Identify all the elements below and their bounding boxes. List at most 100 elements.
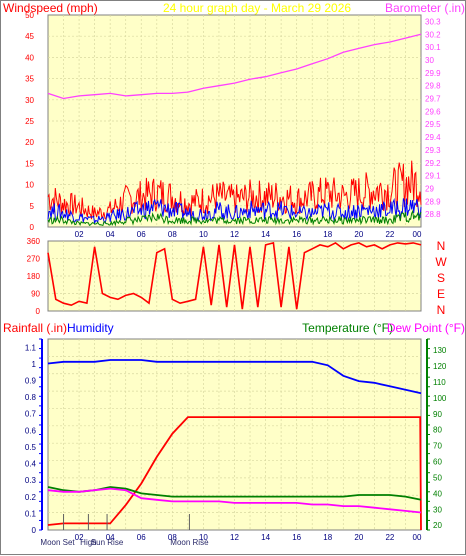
temperature-y-tick: 100	[433, 394, 447, 403]
rainfall-y-tick: 0.7	[25, 410, 37, 419]
compass-e: E	[437, 287, 445, 301]
direction-y-tick: 270	[27, 255, 41, 264]
rain-x-tick: 08	[168, 533, 177, 542]
rain-x-tick: 16	[292, 533, 301, 542]
temperature-axis-label: Temperature (°F)	[302, 321, 393, 335]
wind-x-tick: 22	[385, 230, 394, 239]
barometer-y-tick: 29.1	[425, 172, 441, 181]
temperature-y-tick: 130	[433, 346, 447, 355]
direction-y-tick: 0	[36, 307, 41, 316]
temperature-y-tick: 90	[433, 410, 442, 419]
wind-y-tick: 50	[25, 11, 34, 20]
rainfall-axis-label: Rainfall (.in)	[3, 321, 67, 335]
barometer-y-tick: 28.9	[425, 197, 441, 206]
wind-x-tick: 08	[168, 230, 177, 239]
wind-y-tick: 15	[25, 159, 34, 168]
dewpoint-line	[47, 487, 422, 514]
barometer-y-tick: 30.1	[425, 43, 441, 52]
direction-y-tick: 360	[27, 237, 41, 246]
wind-y-tick: 40	[25, 53, 34, 62]
wind-x-tick: 12	[230, 230, 239, 239]
barometer-y-tick: 30.2	[425, 30, 441, 39]
temperature-y-tick: 110	[433, 378, 446, 387]
barometer-y-tick: 29.4	[425, 133, 441, 142]
dewpoint-axis-label: Dew Point (°F)	[387, 321, 465, 335]
rain-x-tick: 20	[354, 533, 363, 542]
wind-x-tick: 16	[292, 230, 301, 239]
rainfall-y-tick: 0.4	[25, 460, 37, 469]
rainfall-y-tick: 0.6	[25, 426, 37, 435]
rainfall-y-tick: 0.2	[25, 493, 37, 502]
humidity-line	[47, 359, 422, 395]
compass-n-top: N	[437, 239, 446, 253]
rain-x-tick: 00	[413, 533, 422, 542]
rainfall-line	[47, 416, 422, 531]
rainfall-y-tick: 0.1	[25, 509, 37, 518]
event-label: High	[80, 538, 96, 547]
temperature-y-tick: 40	[433, 489, 442, 498]
windspeed-axis-label: Windspeed (mph)	[3, 1, 98, 15]
wind-y-tick: 5	[30, 202, 35, 211]
graph-title: 24 hour graph day - March 29 2026	[163, 1, 351, 15]
rain-x-tick: 14	[261, 533, 270, 542]
barometer-y-tick: 29.2	[425, 159, 441, 168]
windspeed-low-line	[47, 209, 422, 227]
temperature-y-tick: 120	[433, 362, 447, 371]
direction-plot-area	[47, 240, 422, 312]
rain-x-tick: 18	[323, 533, 332, 542]
wind-x-tick: 00	[413, 230, 422, 239]
wind-x-tick: 02	[75, 230, 84, 239]
wind-y-tick: 0	[30, 223, 35, 232]
temperature-y-tick: 60	[433, 458, 442, 467]
rain-x-tick: 06	[137, 533, 146, 542]
wind-y-tick: 30	[25, 96, 34, 105]
compass-s: S	[437, 271, 445, 285]
wind-y-tick: 25	[25, 117, 34, 126]
rain-x-tick: 02	[75, 533, 84, 542]
barometer-line	[47, 33, 422, 100]
compass-w: W	[435, 255, 447, 269]
wind-y-tick: 20	[25, 138, 34, 147]
temperature-y-tick: 70	[433, 442, 442, 451]
windspeed-gust-line	[47, 160, 422, 220]
wind-x-tick: 14	[261, 230, 270, 239]
rain-temp-plot-area	[47, 338, 422, 531]
barometer-axis-label: Barometer (.in)	[385, 1, 465, 15]
rainfall-y-tick: 0.5	[25, 443, 37, 452]
chart-layer: 0510152025303540455028.828.92929.129.229…	[25, 11, 447, 547]
wind-y-tick: 35	[25, 75, 34, 84]
wind-direction-line	[47, 241, 422, 310]
rain-x-tick: 10	[199, 533, 208, 542]
wind-x-tick: 04	[106, 230, 115, 239]
temperature-y-tick: 80	[433, 426, 442, 435]
rainfall-y-tick: 0.8	[25, 393, 37, 402]
barometer-y-tick: 29	[425, 184, 434, 193]
event-label: Moon Rise	[170, 538, 209, 547]
temperature-y-tick: 30	[433, 505, 442, 514]
windspeed-average-line	[47, 197, 422, 225]
barometer-y-tick: 29.6	[425, 107, 441, 116]
event-label: Sun Rise	[91, 538, 124, 547]
direction-y-tick: 90	[31, 290, 40, 299]
direction-y-tick: 180	[27, 272, 41, 281]
rain-x-tick: 12	[230, 533, 239, 542]
barometer-y-tick: 28.8	[425, 210, 441, 219]
barometer-y-tick: 29.9	[425, 69, 441, 78]
wind-x-tick: 20	[354, 230, 363, 239]
wind-x-tick: 06	[137, 230, 146, 239]
temperature-y-tick: 20	[433, 521, 442, 530]
barometer-y-tick: 29.5	[425, 120, 441, 129]
humidity-axis-label: Humidity	[67, 321, 114, 335]
temperature-line	[47, 486, 422, 501]
rain-x-tick: 04	[106, 533, 115, 542]
barometer-y-tick: 29.8	[425, 82, 441, 91]
barometer-y-tick: 29.7	[425, 95, 441, 104]
wind-x-tick: 18	[323, 230, 332, 239]
wind-x-tick: 10	[199, 230, 208, 239]
rainfall-y-tick: 0.9	[25, 377, 37, 386]
rainfall-y-tick: 1.1	[25, 343, 37, 352]
barometer-y-tick: 30.3	[425, 17, 441, 26]
rainfall-y-tick: 0	[32, 526, 37, 535]
